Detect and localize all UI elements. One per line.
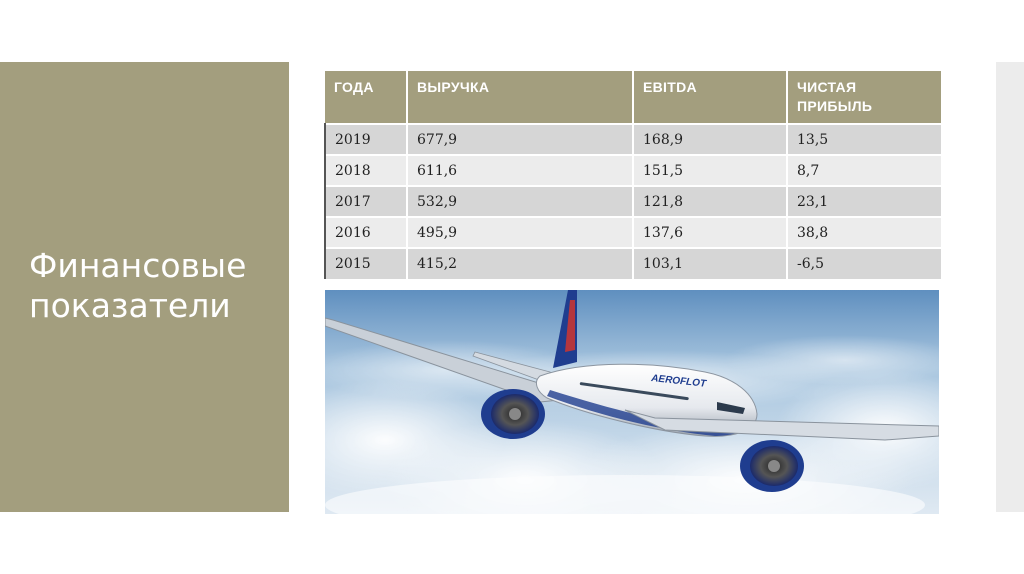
cell-net-profit: 13,5 bbox=[787, 123, 941, 155]
header-year: ГОДА bbox=[325, 71, 408, 124]
cell-net-profit: 23,1 bbox=[787, 185, 941, 217]
cell-year: 2015 bbox=[324, 247, 408, 279]
airplane-photo: AEROFLOT bbox=[325, 290, 939, 514]
header-revenue: ВЫРУЧКА bbox=[407, 71, 634, 124]
cell-net-profit: -6,5 bbox=[787, 247, 941, 279]
header-ebitda: EBITDA bbox=[633, 71, 788, 124]
cell-net-profit: 38,8 bbox=[787, 216, 941, 248]
table-row: 2016 495,9 137,6 38,8 bbox=[324, 216, 941, 248]
cell-year: 2019 bbox=[324, 123, 408, 155]
slide-title: Финансовые показатели bbox=[29, 246, 247, 325]
cell-revenue: 611,6 bbox=[407, 154, 634, 186]
decorative-side-bar bbox=[996, 62, 1024, 512]
header-net-profit: ЧИСТАЯ ПРИБЫЛЬ bbox=[787, 71, 941, 124]
table-header-row: ГОДА ВЫРУЧКА EBITDA ЧИСТАЯ ПРИБЫЛЬ bbox=[325, 71, 941, 124]
financial-table: ГОДА ВЫРУЧКА EBITDA ЧИСТАЯ ПРИБЫЛЬ 2019 … bbox=[324, 71, 941, 279]
table-row: 2019 677,9 168,9 13,5 bbox=[324, 123, 941, 155]
cell-revenue: 677,9 bbox=[407, 123, 634, 155]
cell-year: 2016 bbox=[324, 216, 408, 248]
title-panel bbox=[0, 62, 289, 512]
cell-revenue: 415,2 bbox=[407, 247, 634, 279]
cell-year: 2017 bbox=[324, 185, 408, 217]
cell-revenue: 495,9 bbox=[407, 216, 634, 248]
cell-ebitda: 103,1 bbox=[633, 247, 788, 279]
cell-ebitda: 137,6 bbox=[633, 216, 788, 248]
cell-ebitda: 151,5 bbox=[633, 154, 788, 186]
airplane-illustration: AEROFLOT bbox=[325, 290, 939, 514]
cell-year: 2018 bbox=[324, 154, 408, 186]
cell-revenue: 532,9 bbox=[407, 185, 634, 217]
table-row: 2018 611,6 151,5 8,7 bbox=[324, 154, 941, 186]
table-row: 2015 415,2 103,1 -6,5 bbox=[324, 247, 941, 279]
cell-ebitda: 121,8 bbox=[633, 185, 788, 217]
table-row: 2017 532,9 121,8 23,1 bbox=[324, 185, 941, 217]
cell-net-profit: 8,7 bbox=[787, 154, 941, 186]
cell-ebitda: 168,9 bbox=[633, 123, 788, 155]
